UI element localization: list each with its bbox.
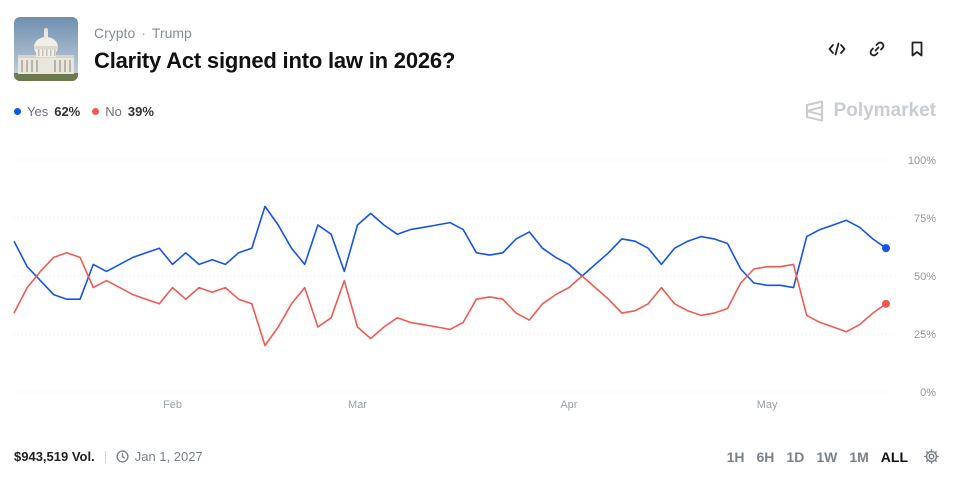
y-tick-label: 100%: [908, 155, 936, 167]
time-range-selector: 1H 6H 1D 1W 1M ALL: [726, 448, 940, 465]
polymarket-brand: Polymarket: [804, 100, 936, 122]
volume-text: $943,519 Vol.: [14, 449, 95, 464]
breadcrumb-trump[interactable]: Trump: [151, 25, 192, 41]
capitol-building-image: [14, 17, 78, 81]
y-tick-label: 75%: [914, 213, 936, 225]
y-tick-label: 50%: [914, 271, 936, 283]
y-tick-label: 25%: [914, 329, 936, 341]
breadcrumb-crypto[interactable]: Crypto: [94, 25, 136, 41]
legend-no-dot: [92, 108, 100, 115]
series-line-no: [13, 252, 887, 347]
price-chart[interactable]: 100% 75% 50% 25% 0% Feb Mar Apr May: [0, 140, 968, 420]
market-thumbnail: [14, 17, 78, 81]
series-line-yes: [13, 205, 887, 300]
bookmark-icon[interactable]: [906, 38, 928, 60]
breadcrumb: Crypto · Trump: [94, 25, 192, 41]
market-title: Clarity Act signed into law in 2026?: [94, 48, 456, 73]
legend-yes-dot: [14, 108, 21, 115]
breadcrumb-separator: ·: [141, 25, 146, 41]
header-actions: [826, 38, 928, 60]
x-tick-label: May: [757, 399, 778, 411]
range-1h[interactable]: 1H: [726, 448, 745, 465]
y-tick-label: 0%: [920, 387, 936, 399]
brand-name: Polymarket: [833, 100, 936, 121]
x-tick-label: Apr: [560, 399, 577, 411]
legend-no-name: No: [105, 104, 122, 119]
end-date-text: Jan 1, 2027: [134, 449, 203, 464]
x-tick-label: Mar: [348, 399, 367, 411]
end-date: Jan 1, 2027: [116, 449, 203, 464]
legend-no: No 39%: [92, 104, 154, 119]
range-1w[interactable]: 1W: [816, 448, 838, 465]
gear-icon[interactable]: [923, 448, 940, 465]
footer-divider: [104, 450, 106, 463]
chart-legend: Yes 62% No 39%: [14, 104, 154, 119]
range-all[interactable]: ALL: [880, 448, 908, 465]
code-icon[interactable]: [826, 38, 848, 60]
legend-yes-name: Yes: [27, 104, 49, 119]
polymarket-logo-icon: [805, 100, 823, 122]
clock-icon: [116, 450, 129, 463]
series-endpoint-yes: [882, 244, 890, 253]
link-icon[interactable]: [866, 38, 888, 60]
legend-yes: Yes 62%: [14, 104, 80, 119]
legend-no-pct: 39%: [127, 104, 154, 119]
x-tick-label: Feb: [163, 399, 182, 411]
range-1d[interactable]: 1D: [786, 448, 805, 465]
market-footer: $943,519 Vol. Jan 1, 2027: [14, 449, 203, 464]
legend-yes-pct: 62%: [54, 104, 81, 119]
range-6h[interactable]: 6H: [756, 448, 775, 465]
series-endpoint-no: [882, 299, 890, 308]
range-1m[interactable]: 1M: [849, 448, 869, 465]
